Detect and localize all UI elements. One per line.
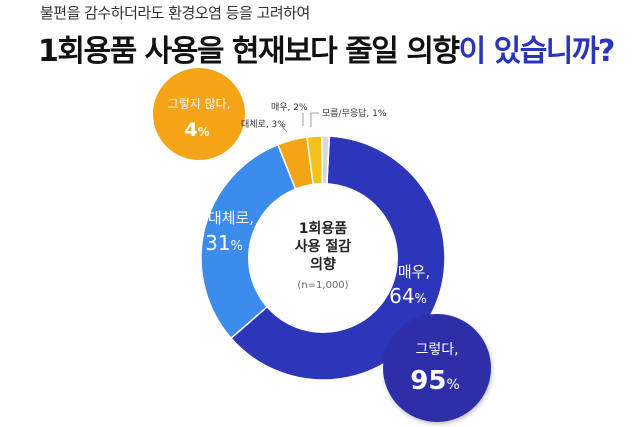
mostly-yes-number: 31 <box>205 231 230 255</box>
label-very-yes: 매우, 64% <box>389 263 430 308</box>
agree-total-unit: % <box>446 377 459 393</box>
center-note: (n=1,000) <box>297 280 348 291</box>
agree-total-circle <box>383 314 491 422</box>
small-callouts: 대체로, 3% 매우, 2% 모름/무응답, 1% <box>241 102 387 133</box>
not-agree-unit: % <box>198 125 210 139</box>
not-agree-bubble: 그렇지 않다, 4% <box>153 68 245 160</box>
callout-unknown: 모름/무응답, 1% <box>322 107 387 119</box>
callout-line-unknown <box>310 112 319 127</box>
page-title: 1회용품 사용을 현재보다 줄일 의향이 있습니까? <box>38 26 616 70</box>
label-mostly-yes-name: 대체로, <box>208 209 254 227</box>
center-line-3: 의향 <box>310 256 336 273</box>
center-line-2: 사용 절감 <box>295 238 352 255</box>
not-agree-circle <box>153 68 245 160</box>
agree-total-name: 그렇다, <box>415 342 458 358</box>
callout-line-mostly-not <box>279 123 288 133</box>
label-very-yes-value: 64% <box>389 284 427 308</box>
very-yes-unit: % <box>415 292 427 307</box>
label-very-yes-name: 매우, <box>398 263 430 281</box>
not-agree-value: 4% <box>184 119 209 141</box>
callout-mostly-not: 대체로, 3% <box>241 119 286 130</box>
title-part2: 이 있습니까? <box>458 34 616 69</box>
title-part1: 1회용품 사용을 현재보다 줄일 의향 <box>38 34 460 69</box>
center-line-1: 1회용품 <box>299 221 348 237</box>
agree-total-text: 그렇다, 95% <box>410 342 460 396</box>
agree-total-value: 95% <box>410 366 460 396</box>
not-agree-number: 4 <box>184 119 197 141</box>
agree-total-number: 95 <box>410 366 446 396</box>
subtitle: 불편을 감수하더라도 환경오염 등을 고려하여 <box>40 4 310 22</box>
callout-very-not: 매우, 2% <box>271 102 308 113</box>
label-mostly-yes-value: 31% <box>205 231 243 255</box>
very-yes-number: 64 <box>389 284 414 308</box>
label-mostly-yes: 대체로, 31% <box>205 209 254 255</box>
donut-hole <box>248 183 398 333</box>
not-agree-name: 그렇지 않다, <box>168 96 231 111</box>
mostly-yes-unit: % <box>231 239 243 254</box>
agree-total-bubble <box>383 314 491 422</box>
center-label: 1회용품 사용 절감 의향 (n=1,000) <box>295 221 352 291</box>
